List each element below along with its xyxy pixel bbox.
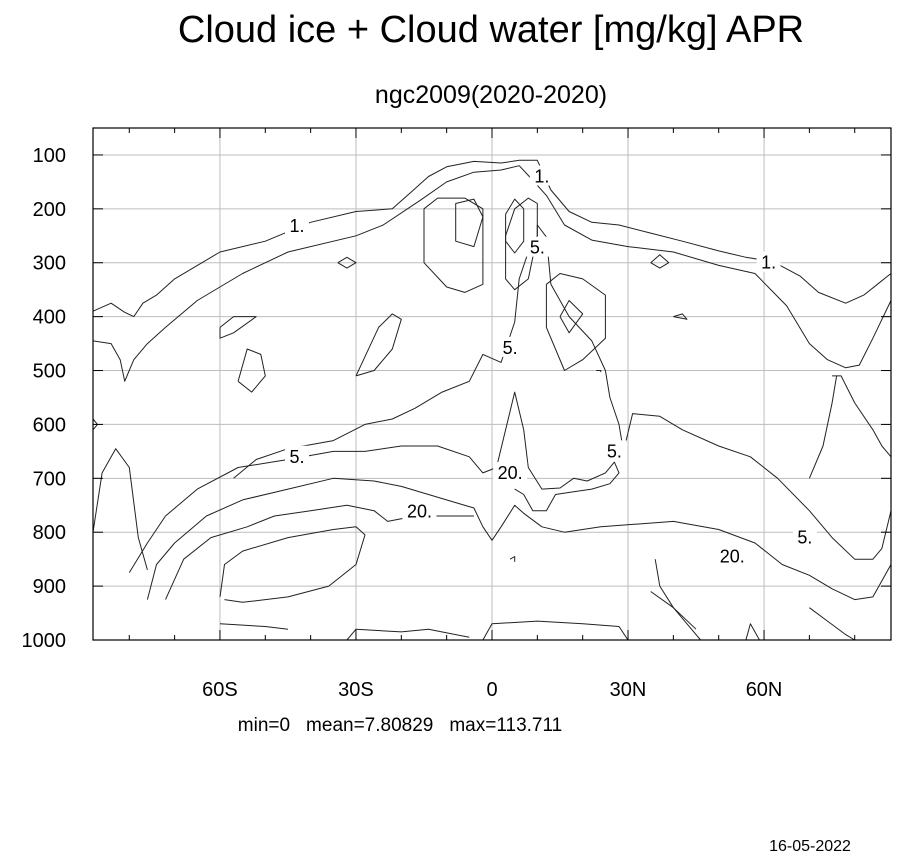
contour-line-5 (92, 448, 148, 571)
contour-line-1 (423, 197, 484, 293)
x-tick-label: 60S (202, 679, 238, 701)
contour-label: 5. (607, 441, 622, 461)
contour-label: 20. (407, 502, 432, 522)
contour-line-1 (355, 313, 402, 377)
y-tick-label: 1000 (22, 630, 67, 652)
date-stamp: 16-05-2022 (769, 838, 851, 855)
y-tick-label: 800 (33, 522, 66, 544)
y-tick-label: 900 (33, 576, 66, 598)
contour-label-bg (792, 526, 817, 547)
contour-label: 1. (290, 216, 305, 236)
contour-label-bg (756, 251, 781, 272)
contour-label-bg (498, 336, 523, 357)
contour-label-bg (525, 236, 550, 257)
x-tick-label: 30N (610, 679, 647, 701)
contour-label: 1. (534, 167, 549, 187)
contour-line-1 (92, 165, 892, 382)
contour-line-1 (509, 556, 516, 562)
contour-line-20 (146, 477, 892, 601)
y-tick-label: 100 (33, 145, 66, 167)
contour-label-bg (602, 440, 627, 461)
contour-label-bg (715, 545, 750, 566)
contour-label: 5. (503, 338, 518, 358)
contour-line-1 (219, 316, 257, 339)
contour-line-1 (237, 348, 266, 393)
contour-label: 1. (761, 253, 776, 273)
x-tick-label: 0 (486, 679, 497, 701)
contour-line-1 (809, 607, 855, 641)
contour-line-1 (673, 313, 688, 320)
contour-label-bg (529, 165, 554, 186)
contour-line-5 (505, 198, 525, 254)
contour-line-1 (219, 623, 289, 630)
contour-line-1 (346, 628, 470, 641)
contour-line-20 (219, 526, 366, 603)
contour-line-1 (482, 620, 629, 641)
contour-label-bg (493, 461, 528, 482)
contour-label-bg (402, 500, 437, 521)
x-tick-label: 30S (338, 679, 374, 701)
stats-text: min=0 mean=7.80829 max=113.711 (238, 715, 562, 736)
y-tick-label: 200 (33, 199, 66, 221)
contour-line-1 (505, 197, 538, 291)
y-tick-label: 600 (33, 414, 66, 436)
contour-line-5 (559, 300, 584, 334)
chart-subtitle: ngc2009(2020-2020) (375, 81, 607, 109)
contour-label: 5. (530, 238, 545, 258)
contour-line-1 (650, 254, 670, 269)
chart-title: Cloud ice + Cloud water [mg/kg] APR (178, 9, 804, 51)
contour-line-5 (832, 375, 892, 458)
plot-frame (92, 127, 892, 641)
contour-label: 5. (290, 447, 305, 467)
y-tick-label: 300 (33, 253, 66, 275)
contour-line-20 (128, 391, 620, 573)
contour-label: 5. (797, 528, 812, 548)
contour-line-1 (650, 591, 697, 630)
y-tick-label: 700 (33, 468, 66, 490)
contour-line-1 (745, 623, 760, 641)
y-tick-label: 400 (33, 307, 66, 329)
x-tick-label: 60N (746, 679, 783, 701)
contour-label: 20. (498, 463, 523, 483)
contour-label: 20. (720, 546, 745, 566)
contour-line-1 (545, 273, 606, 371)
axis-ticks: 60S 30S 0 30N 60N 100 200 300 400 500 600 700 800 900… (22, 128, 891, 701)
y-tick-label: 500 (33, 361, 66, 383)
contour-label-bg (285, 445, 310, 466)
contour-line-1 (596, 370, 602, 373)
contour-line-5 (808, 375, 838, 479)
contour-line-1 (337, 256, 357, 269)
contour-line-5 (233, 224, 892, 560)
contour-line-1 (92, 159, 892, 318)
contour-label-bg (285, 215, 310, 236)
grid-lines (93, 128, 891, 641)
contour-labels: 1. 1. 1. 5. 5. 5. 5. 5. 20. 20. 20. (285, 165, 817, 566)
